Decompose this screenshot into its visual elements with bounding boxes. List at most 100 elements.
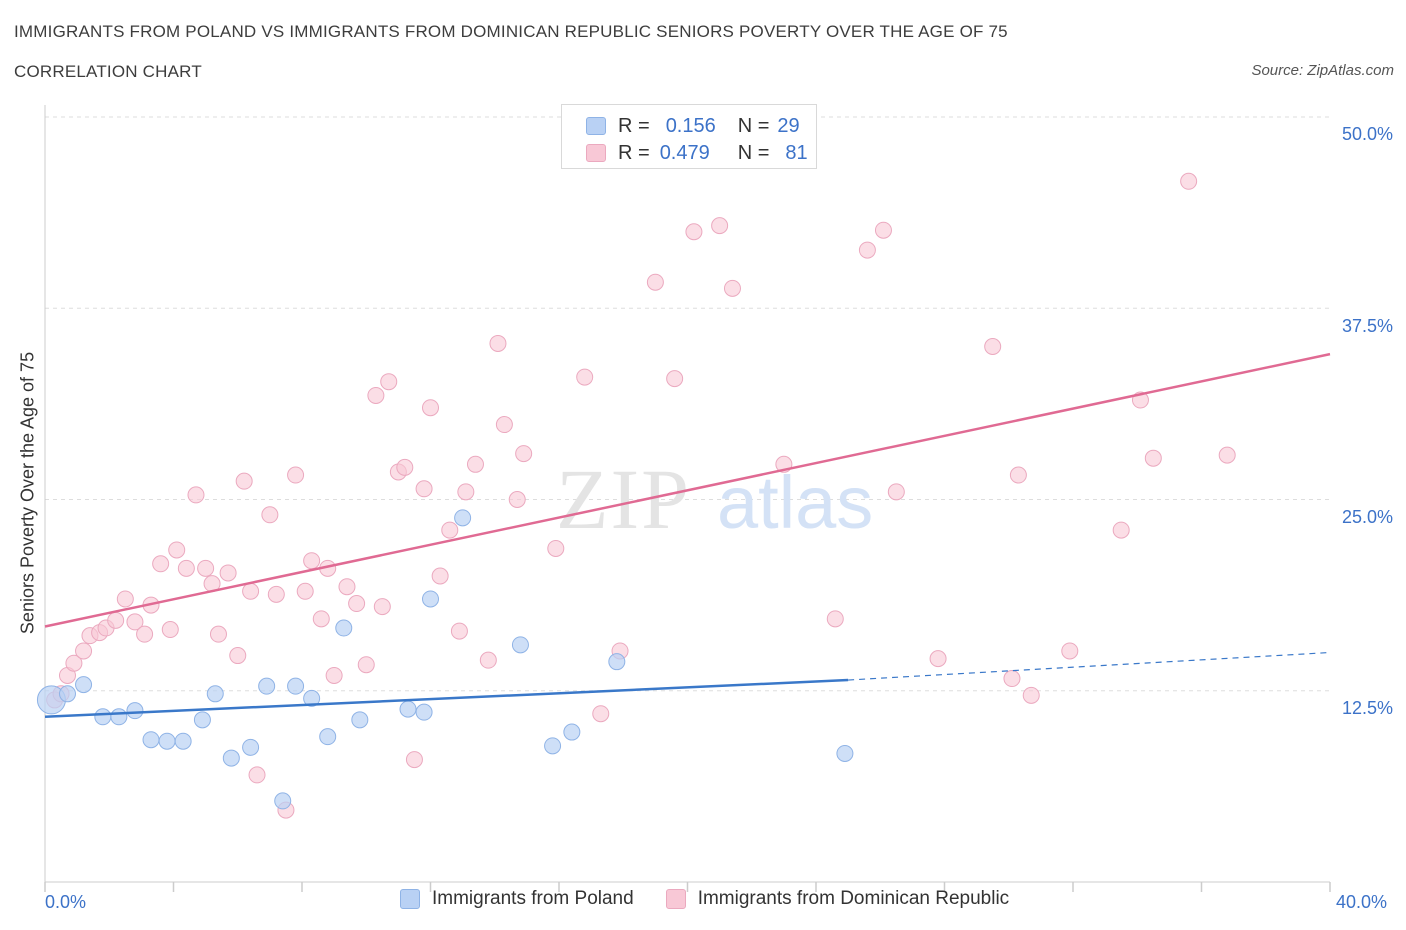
legend-swatch-dominican (665, 889, 686, 909)
dominican-point (887, 483, 905, 501)
dominican-point (107, 611, 125, 629)
dominican-point (431, 567, 449, 585)
dominican-point (296, 582, 314, 600)
dominican-trend-line (44, 352, 1331, 628)
legend-r-value-dominican: 0.479 (659, 141, 710, 164)
poland-trend-line (44, 678, 849, 719)
legend-r-value-poland: 0.156 (665, 114, 716, 137)
poland-point (58, 685, 76, 703)
y-tick-50: 50.0% (1341, 124, 1393, 144)
poland-point (608, 653, 626, 671)
dominican-point (466, 455, 484, 473)
dominican-point (396, 458, 414, 476)
dominican-point (235, 472, 253, 490)
legend-n-label: N = (737, 114, 770, 137)
dominican-point (874, 221, 892, 239)
dominican-point (261, 506, 279, 524)
poland-point (193, 711, 211, 729)
dominican-point (723, 279, 741, 297)
poland-point (142, 731, 160, 749)
dominican-point (1180, 172, 1198, 190)
poland-point (351, 711, 369, 729)
y-tick-37-5: 37.5% (1341, 316, 1393, 336)
trend-lines (44, 352, 1331, 719)
y-axis-label: Seniors Poverty Over the Age of 75 (17, 351, 38, 635)
legend-swatch-poland (586, 117, 606, 135)
poland-trend-extension (848, 651, 1331, 681)
dominican-point (367, 386, 385, 404)
dominican-point (1022, 686, 1040, 704)
dominican-point (126, 613, 144, 631)
dominican-point (248, 766, 266, 784)
poland-point (94, 708, 112, 726)
dominican-point (152, 555, 170, 573)
dominican-point (1009, 466, 1027, 484)
series-legend: Immigrants from Poland Immigrants from D… (400, 888, 1009, 910)
poland-point (110, 708, 128, 726)
dominican-point (116, 590, 134, 608)
dominican-point (287, 466, 305, 484)
dominican-point (242, 582, 260, 600)
legend-n-label: N = (737, 141, 770, 164)
series-poland-points (36, 509, 854, 810)
legend-swatch-poland (400, 889, 420, 909)
dominican-point (576, 368, 594, 386)
poland-point (319, 728, 337, 746)
dominican-point (826, 610, 844, 628)
dominican-point (338, 578, 356, 596)
dominican-point (666, 370, 684, 388)
dominican-point (373, 598, 391, 616)
legend-label-poland: Immigrants from Poland (432, 888, 634, 909)
dominican-point (405, 751, 423, 769)
dominican-point (1003, 670, 1021, 688)
y-tick-12-5: 12.5% (1341, 698, 1393, 718)
poland-point (75, 676, 93, 694)
dominican-point (348, 595, 366, 613)
y-tick-25: 25.0% (1341, 507, 1393, 527)
dominican-point (65, 654, 83, 672)
poland-point (287, 677, 305, 695)
legend-row-poland: R = 0.156 N = 29 (586, 114, 800, 138)
dominican-point (325, 666, 343, 684)
dominican-point (136, 625, 154, 643)
dominican-point (187, 486, 205, 504)
dominican-point (168, 541, 186, 559)
dominican-point (161, 621, 179, 639)
dominican-point (495, 416, 513, 434)
poland-point (206, 685, 224, 703)
axes (44, 105, 1331, 892)
poland-point (836, 744, 854, 762)
dominican-point (685, 223, 703, 241)
poland-point (399, 700, 417, 718)
dominican-point (303, 552, 321, 570)
dominican-point (357, 656, 375, 674)
dominican-point (177, 559, 195, 577)
dominican-point (75, 642, 93, 660)
dominican-point (508, 491, 526, 508)
dominican-point (1112, 521, 1130, 539)
x-tick-max: 40.0% (1336, 892, 1388, 912)
dominican-point (209, 625, 227, 643)
dominican-point (450, 622, 468, 640)
poland-point (242, 738, 260, 756)
watermark: ZIP atlas (556, 451, 873, 547)
poland-point (222, 749, 240, 767)
dominican-point (592, 705, 610, 723)
dominican-point (515, 445, 533, 463)
dominican-point (415, 480, 433, 498)
dominican-point (1061, 642, 1079, 660)
watermark-atlas: atlas (717, 461, 873, 544)
dominican-point (929, 650, 947, 668)
dominican-point (984, 338, 1002, 355)
dominican-point (646, 273, 664, 291)
dominican-point (479, 651, 497, 669)
legend-label-dominican: Immigrants from Dominican Republic (697, 888, 1010, 909)
dominican-point (380, 373, 398, 391)
poland-point (303, 689, 321, 707)
legend-row-dominican: R = 0.479 N = 81 (586, 141, 808, 165)
poland-point (126, 702, 144, 720)
dominican-point (457, 483, 475, 501)
series-dominican-points (46, 172, 1236, 819)
dominican-point (422, 399, 439, 417)
